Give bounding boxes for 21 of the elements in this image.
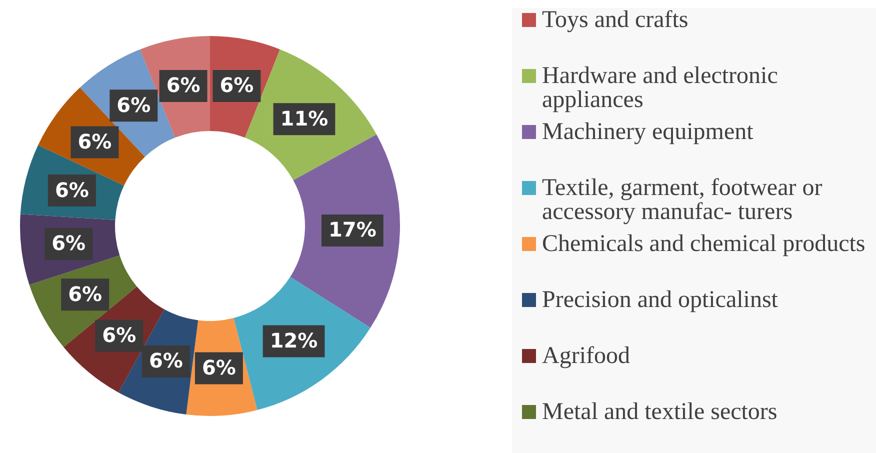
data-label: 6% xyxy=(54,178,89,202)
legend-label: Metal and textile sectors xyxy=(542,399,778,425)
legend-label: Textile, garment, footwear or accessory manufac- turers xyxy=(542,175,824,225)
data-label: 11% xyxy=(280,106,328,130)
data-label: 6% xyxy=(220,73,254,98)
data-label: 17% xyxy=(328,218,376,242)
data-label: 6% xyxy=(148,348,183,373)
data-label: 6% xyxy=(68,282,102,306)
legend-label: Precision and opticalinst xyxy=(542,287,778,313)
legend-label: Machinery equipment xyxy=(542,119,754,145)
data-label: 6% xyxy=(202,355,236,380)
legend-label: Chemicals and chemical products xyxy=(542,231,866,257)
data-label: 6% xyxy=(116,92,151,117)
legend-label: Toys and crafts xyxy=(542,7,688,33)
legend-label: Agrifood xyxy=(542,343,630,369)
data-label: 6% xyxy=(52,231,86,256)
data-label: 6% xyxy=(78,129,112,154)
data-label: 12% xyxy=(270,328,318,352)
data-label: 6% xyxy=(166,73,200,98)
legend-label: Hardware and electronic appliances xyxy=(542,63,779,113)
data-label: 6% xyxy=(102,323,136,347)
